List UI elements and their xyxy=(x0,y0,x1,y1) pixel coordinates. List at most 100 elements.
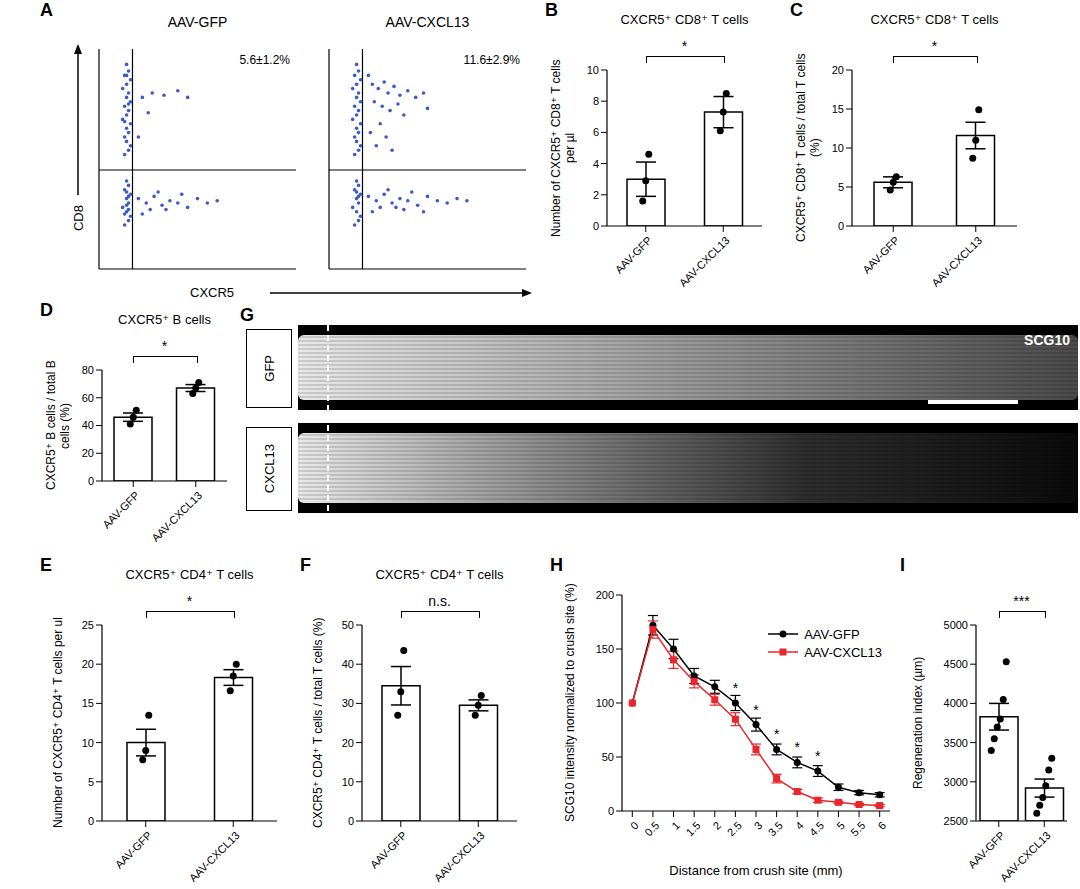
svg-text:6: 6 xyxy=(593,126,599,138)
svg-text:4: 4 xyxy=(593,158,599,170)
html-text:D: D xyxy=(40,300,53,320)
svg-text:5: 5 xyxy=(88,776,94,788)
svg-text:10: 10 xyxy=(82,737,94,749)
svg-text:10: 10 xyxy=(342,776,354,788)
html-text:B: B xyxy=(545,0,558,20)
svg-text:*: * xyxy=(733,680,739,696)
svg-text:AAV-GFP: AAV-GFP xyxy=(613,234,655,276)
svg-text:SCG10: SCG10 xyxy=(1024,332,1070,348)
svg-text:2: 2 xyxy=(710,819,723,832)
svg-text:AAV-CXCL13: AAV-CXCL13 xyxy=(929,234,984,289)
html-text:CXCR5⁺ CD4⁺ T cells / total T: CXCR5⁺ CD4⁺ T cells / total T cells (%) xyxy=(311,617,325,829)
svg-text:AAV-CXCL13: AAV-CXCL13 xyxy=(149,489,204,544)
svg-text:20: 20 xyxy=(832,64,844,76)
html-text:Number of CXCR5⁺ CD4⁺ T cells: Number of CXCR5⁺ CD4⁺ T cells per ul xyxy=(51,617,65,829)
svg-text:0: 0 xyxy=(88,475,94,487)
html-text:H: H xyxy=(550,555,563,575)
svg-text:AAV-GFP: AAV-GFP xyxy=(100,489,142,531)
svg-text:AAV-GFP: AAV-GFP xyxy=(113,829,155,871)
svg-text:AAV-CXCL13: AAV-CXCL13 xyxy=(432,829,487,884)
html-text:5.6±1.2%: 5.6±1.2% xyxy=(239,53,290,67)
html-text:CD8: CD8 xyxy=(71,205,86,231)
svg-text:30: 30 xyxy=(342,697,354,709)
svg-text:AAV-GFP: AAV-GFP xyxy=(368,829,410,871)
svg-text:1.5: 1.5 xyxy=(683,819,702,838)
svg-text:3: 3 xyxy=(752,819,765,832)
svg-text:*: * xyxy=(753,702,759,718)
svg-text:AAV-CXCL13: AAV-CXCL13 xyxy=(998,829,1053,884)
svg-text:0.5: 0.5 xyxy=(642,819,661,838)
svg-text:AAV-GFP: AAV-GFP xyxy=(860,234,902,276)
svg-text:100: 100 xyxy=(596,697,614,709)
svg-text:25: 25 xyxy=(82,619,94,631)
svg-text:20: 20 xyxy=(82,447,94,459)
svg-text:0: 0 xyxy=(348,815,354,827)
svg-text:20: 20 xyxy=(82,658,94,670)
svg-text:0: 0 xyxy=(628,819,641,832)
svg-text:3.5: 3.5 xyxy=(766,819,785,838)
svg-text:*: * xyxy=(795,739,801,755)
svg-text:2500: 2500 xyxy=(944,815,968,827)
svg-text:10: 10 xyxy=(832,142,844,154)
svg-text:0: 0 xyxy=(838,220,844,232)
svg-text:AAV-CXCL13: AAV-CXCL13 xyxy=(187,829,242,884)
svg-text:5.5: 5.5 xyxy=(848,819,867,838)
svg-text:60: 60 xyxy=(82,392,94,404)
svg-text:20: 20 xyxy=(342,737,354,749)
svg-text:40: 40 xyxy=(342,658,354,670)
svg-text:15: 15 xyxy=(82,697,94,709)
svg-text:50: 50 xyxy=(602,751,614,763)
html-text:SCG10 intensity normalized to: SCG10 intensity normalized to crush site… xyxy=(563,583,577,823)
html-text:CXCR5⁺ B cells / total B cells: CXCR5⁺ B cells / total B cells (%) xyxy=(44,360,72,491)
svg-text:6: 6 xyxy=(875,819,888,832)
html-text:AAV-CXCL13: AAV-CXCL13 xyxy=(385,14,470,30)
html-text:CXCR5⁺ CD4⁺ T cells: CXCR5⁺ CD4⁺ T cells xyxy=(125,567,254,582)
html-text:11.6±2.9%: 11.6±2.9% xyxy=(463,53,520,67)
html-text:C: C xyxy=(790,0,803,20)
svg-text:*: * xyxy=(774,726,780,742)
svg-text:0: 0 xyxy=(593,220,599,232)
svg-text:80: 80 xyxy=(82,364,94,376)
html-text:Regeneration index (µm): Regeneration index (µm) xyxy=(911,656,925,790)
svg-text:1: 1 xyxy=(669,819,682,832)
svg-text:AAV-GFP: AAV-GFP xyxy=(966,829,1008,871)
svg-text:4: 4 xyxy=(793,819,806,832)
html-text:A: A xyxy=(40,0,53,20)
svg-text:2.5: 2.5 xyxy=(725,819,744,838)
html-text:CXCR5⁺ CD8⁺ T cells: CXCR5⁺ CD8⁺ T cells xyxy=(620,12,749,27)
svg-text:0: 0 xyxy=(88,815,94,827)
svg-text:50: 50 xyxy=(342,619,354,631)
svg-text:40: 40 xyxy=(82,419,94,431)
svg-text:10: 10 xyxy=(587,64,599,76)
svg-text:0: 0 xyxy=(608,805,614,817)
svg-text:150: 150 xyxy=(596,643,614,655)
svg-text:5: 5 xyxy=(834,819,847,832)
svg-text:3000: 3000 xyxy=(944,776,968,788)
svg-text:5000: 5000 xyxy=(944,619,968,631)
svg-text:2: 2 xyxy=(593,189,599,201)
html-text:CXCR5⁺ CD8⁺ T cells / total T: CXCR5⁺ CD8⁺ T cells / total T cells (%) xyxy=(794,53,822,243)
html-text:CXCL13: CXCL13 xyxy=(261,444,277,494)
svg-text:8: 8 xyxy=(593,95,599,107)
svg-text:*: * xyxy=(815,748,821,764)
html-text:CXCR5: CXCR5 xyxy=(190,285,235,300)
html-text:AAV-GFP: AAV-GFP xyxy=(804,626,860,642)
html-text:CXCR5⁺ B cells: CXCR5⁺ B cells xyxy=(118,312,211,327)
svg-text:4000: 4000 xyxy=(944,697,968,709)
html-text:Distance from crush site (mm): Distance from crush site (mm) xyxy=(669,863,843,878)
html-text:AAV-GFP: AAV-GFP xyxy=(167,14,228,30)
svg-text:200: 200 xyxy=(596,589,614,601)
html-text:n.s.: n.s. xyxy=(428,593,451,609)
html-text:AAV-CXCL13: AAV-CXCL13 xyxy=(804,644,882,660)
svg-text:4.5: 4.5 xyxy=(807,819,826,838)
svg-text:3500: 3500 xyxy=(944,737,968,749)
html-text:G: G xyxy=(240,305,254,325)
svg-text:AAV-CXCL13: AAV-CXCL13 xyxy=(677,234,732,289)
html-text:CXCR5⁺ CD4⁺ T cells: CXCR5⁺ CD4⁺ T cells xyxy=(375,567,504,582)
html-text:Number of CXCR5⁺ CD8⁺ T cells: Number of CXCR5⁺ CD8⁺ T cells per µl xyxy=(549,59,577,237)
html-text:CXCR5⁺ CD8⁺ T cells: CXCR5⁺ CD8⁺ T cells xyxy=(870,12,999,27)
svg-text:4500: 4500 xyxy=(944,658,968,670)
svg-text:5: 5 xyxy=(838,181,844,193)
svg-text:15: 15 xyxy=(832,103,844,115)
html-text:GFP: GFP xyxy=(261,355,277,382)
